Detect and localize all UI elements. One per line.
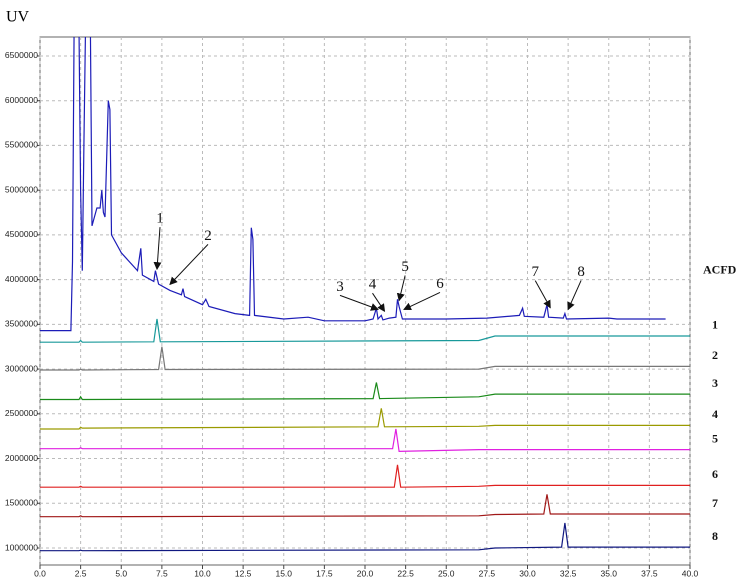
legend-label: 3 (712, 376, 718, 390)
legend-label: 8 (712, 529, 718, 543)
x-tick-label: 27.5 (479, 568, 496, 578)
x-tick-label: 15.0 (275, 568, 292, 578)
annotation-arrow (534, 280, 551, 309)
annotation-label: 4 (369, 277, 377, 293)
y-tick-label: 4500000 (5, 229, 38, 239)
y-tick-label: 6000000 (5, 95, 38, 105)
y-tick-label: 3000000 (5, 363, 38, 373)
x-tick-label: 40.0 (682, 568, 699, 578)
y-tick-label: 6500000 (5, 50, 38, 60)
y-tick-label: 1000000 (5, 542, 38, 552)
y-tick-label: 2500000 (5, 408, 38, 418)
x-tick-label: 2.5 (75, 568, 87, 578)
trace (40, 382, 690, 401)
annotation-arrow (403, 291, 441, 311)
x-tick-label: 7.5 (156, 568, 168, 578)
legend-label: 7 (712, 496, 718, 510)
annotation-label: 2 (204, 228, 212, 244)
x-tick-label: 37.5 (641, 568, 658, 578)
trace (40, 318, 690, 343)
annotation-arrow (396, 275, 406, 302)
annotation-label: 8 (577, 264, 585, 280)
x-tick-label: 35.0 (600, 568, 617, 578)
x-tick-label: 32.5 (560, 568, 577, 578)
annotation-arrow (339, 294, 379, 311)
trace (40, 408, 690, 430)
y-tick-label: 2000000 (5, 453, 38, 463)
annotation-arrow (169, 244, 209, 286)
x-tick-label: 12.5 (235, 568, 252, 578)
y-axis-label: UV (6, 9, 30, 26)
annotation-label: 6 (436, 276, 444, 292)
legend-label: 1 (712, 318, 718, 332)
legend-label: 5 (712, 431, 718, 445)
trace (40, 37, 666, 332)
x-tick-label: 20.0 (357, 568, 374, 578)
annotation-label: 3 (336, 279, 344, 295)
legend-label: ACFD (703, 263, 737, 277)
y-tick-label: 4000000 (5, 274, 38, 284)
annotation-label: 5 (401, 259, 409, 275)
annotation-arrow (567, 280, 582, 311)
y-tick-label: 3500000 (5, 319, 38, 329)
legend-label: 6 (712, 467, 718, 481)
annotation-arrow (153, 227, 162, 271)
x-tick-label: 17.5 (316, 568, 333, 578)
annotation-arrow (372, 292, 386, 313)
annotation-label: 7 (532, 264, 540, 280)
legend-label: 4 (712, 407, 718, 421)
trace (40, 464, 690, 488)
x-tick-label: 22.5 (397, 568, 414, 578)
y-tick-label: 1500000 (5, 498, 38, 508)
y-tick-label: 5000000 (5, 184, 38, 194)
annotation-label: 1 (156, 211, 164, 227)
y-tick-label: 5500000 (5, 140, 38, 150)
legend-label: 2 (712, 348, 718, 362)
x-tick-label: 25.0 (438, 568, 455, 578)
trace (40, 522, 690, 552)
x-tick-label: 30.0 (519, 568, 536, 578)
x-tick-label: 10.0 (194, 568, 211, 578)
x-tick-label: 5.0 (115, 568, 127, 578)
trace (40, 346, 690, 371)
trace (40, 494, 690, 518)
trace (40, 428, 690, 453)
x-tick-label: 0.0 (34, 568, 46, 578)
